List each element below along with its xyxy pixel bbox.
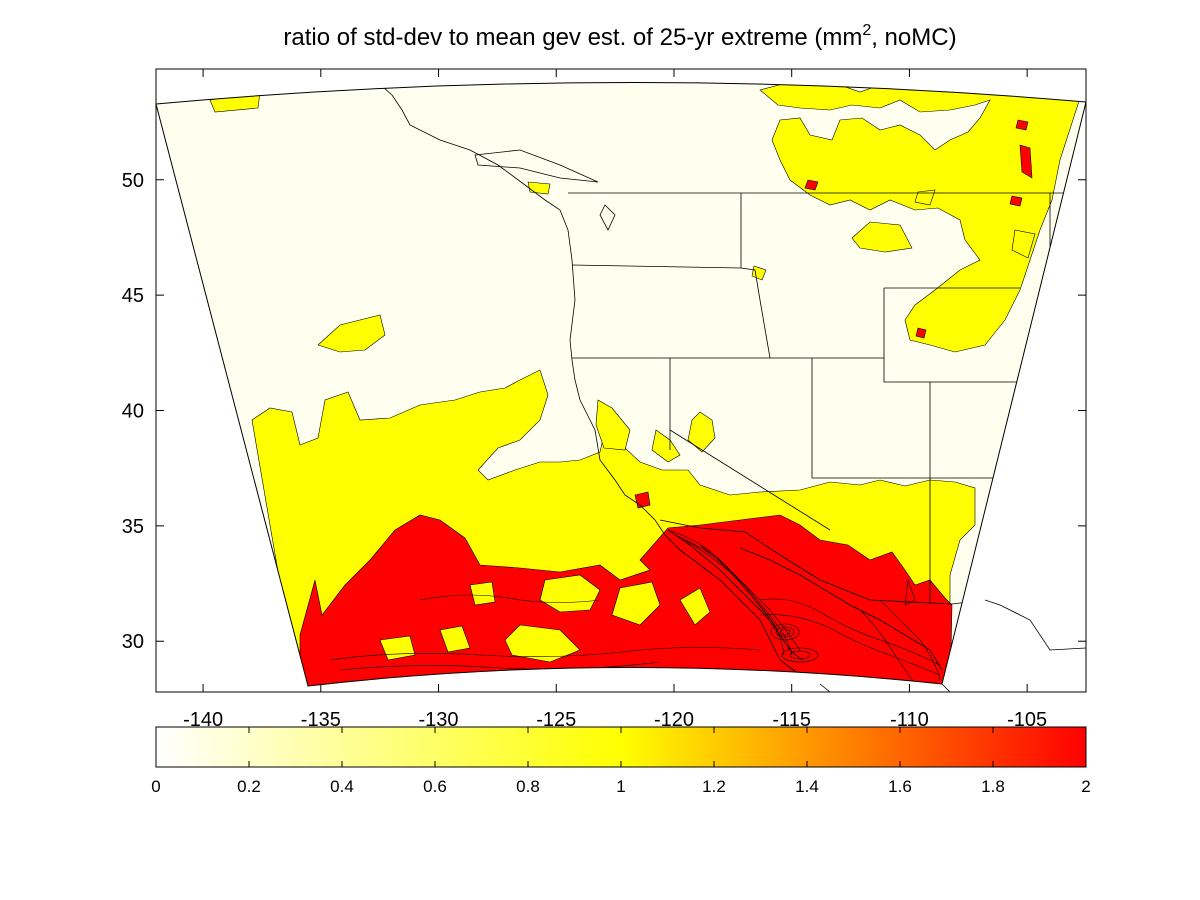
contour-region-yellow-offshore <box>317 314 386 353</box>
plot-frame <box>155 68 1087 693</box>
canada-inland-waters <box>474 149 616 231</box>
colorbar-tick-label: 2 <box>1081 777 1090 796</box>
domain-outline <box>156 81 1086 687</box>
contour-region-red-spots <box>634 119 1033 606</box>
x-axis: -140 -135 -130 -125 -120 -115 -110 -105 <box>183 69 1047 731</box>
baja-peninsula <box>667 529 803 661</box>
chart-title: ratio of std-dev to mean gev est. of 25-… <box>283 22 956 51</box>
colorbar-tick-label: 1.8 <box>981 777 1005 796</box>
y-tick-label: 45 <box>122 285 144 307</box>
contour-region-yellow-islands <box>379 574 711 663</box>
y-tick-label: 30 <box>122 631 144 653</box>
colorbar: 0 0.2 0.4 0.6 0.8 1 1.2 1.4 1.6 1.8 2 <box>151 726 1091 796</box>
outside-boundaries <box>819 599 1086 692</box>
x-tick-label: -115 <box>772 709 811 731</box>
colorbar-tick-label: 0.4 <box>330 777 354 796</box>
x-tick-label: -135 <box>301 709 341 731</box>
colorbar-tick-label: 0.2 <box>237 777 261 796</box>
x-tick-label: -140 <box>183 709 223 731</box>
colorbar-tick-label: 1.2 <box>702 777 726 796</box>
colorbar-tick-label: 0.8 <box>516 777 540 796</box>
y-tick-label: 40 <box>122 400 144 422</box>
contour-region-yellow-northeast <box>759 82 1081 353</box>
coastline-north-america <box>359 82 826 681</box>
y-axis: 30 35 40 45 50 <box>122 170 1086 653</box>
gulf-coast-mainland <box>739 547 943 671</box>
colorbar-tick-label: 1.4 <box>795 777 819 796</box>
x-tick-label: -130 <box>419 709 459 731</box>
y-tick-label: 50 <box>122 170 144 192</box>
colorbar-tick-label: 1.6 <box>888 777 912 796</box>
colorbar-tick-label: 0.6 <box>423 777 447 796</box>
x-tick-label: -125 <box>536 709 576 731</box>
colorbar-ticks: 0 0.2 0.4 0.6 0.8 1 1.2 1.4 1.6 1.8 2 <box>151 727 1091 796</box>
y-tick-label: 35 <box>122 516 144 538</box>
plot-area <box>156 69 1086 692</box>
x-tick-label: -105 <box>1007 709 1047 731</box>
colorbar-gradient <box>155 726 1087 768</box>
colorbar-tick-label: 1 <box>616 777 625 796</box>
model-domain <box>156 82 1086 687</box>
contour-lines-baja <box>329 529 941 685</box>
colorbar-tick-label: 0 <box>151 777 160 796</box>
boundaries <box>359 82 1086 681</box>
x-tick-label: -110 <box>890 709 929 731</box>
x-tick-label: -120 <box>654 709 694 731</box>
contour-region-yellow-plains <box>595 399 716 463</box>
